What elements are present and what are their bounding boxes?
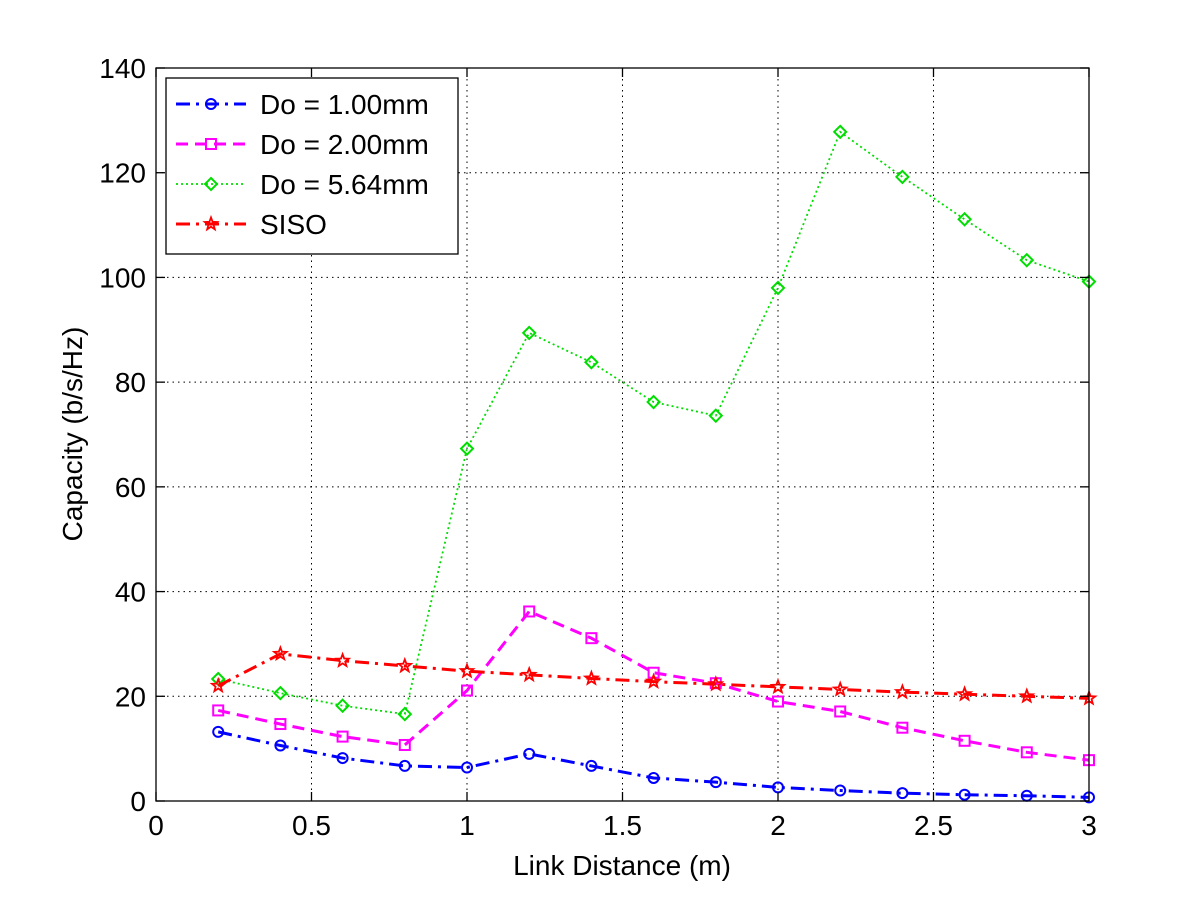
- data-point: [707, 675, 725, 692]
- data-point: [335, 698, 351, 714]
- data-point: [647, 771, 660, 784]
- series-line: [217, 730, 1090, 799]
- data-point: [958, 788, 971, 801]
- y-tick-label: 100: [99, 262, 146, 293]
- legend-label: Do = 5.64mm: [260, 169, 429, 200]
- data-point: [1018, 687, 1036, 704]
- data-point: [461, 684, 473, 697]
- data-point: [274, 718, 287, 731]
- legend-entry: Do = 2.00mm: [176, 129, 429, 160]
- tick-labels: 0 0.5 1 1.5 2 2.5 3 0 20 40 60 80 100 120 140: [99, 53, 1097, 841]
- y-tick-label: 40: [115, 577, 146, 608]
- data-point: [461, 761, 473, 774]
- data-point: [1019, 252, 1035, 268]
- x-tick-label: 1: [459, 810, 475, 841]
- data-point: [398, 759, 411, 772]
- data-point: [523, 605, 536, 618]
- x-tick-label: 2.5: [914, 810, 953, 841]
- data-point: [896, 721, 909, 734]
- data-point: [521, 325, 537, 341]
- data-point: [955, 685, 974, 702]
- data-point: [523, 747, 536, 760]
- data-point: [894, 169, 910, 185]
- y-tick-label: 0: [130, 786, 146, 817]
- x-tick-label: 1.5: [603, 810, 642, 841]
- y-tick-label: 80: [115, 367, 146, 398]
- data-point: [770, 280, 786, 296]
- legend-entry: Do = 1.00mm: [176, 89, 429, 120]
- data-point: [272, 685, 288, 701]
- data-point: [396, 656, 414, 674]
- axis-ticks: [155, 67, 1090, 802]
- data-point: [709, 776, 722, 789]
- data-point: [212, 704, 225, 717]
- data-point: [205, 138, 217, 150]
- series-line: [218, 130, 1090, 716]
- legend-label: Do = 1.00mm: [260, 89, 429, 120]
- data-point: [398, 738, 411, 751]
- data-point: [212, 725, 225, 738]
- legend-entry: SISO: [176, 209, 327, 240]
- data-point: [834, 705, 847, 718]
- series-1: [212, 725, 1095, 804]
- data-point: [769, 677, 787, 695]
- series-3: [210, 124, 1097, 722]
- legend-label: SISO: [260, 209, 327, 240]
- legend-label: Do = 2.00mm: [260, 129, 429, 160]
- data-point: [896, 787, 909, 800]
- y-axis-label: Capacity (b/s/Hz): [57, 327, 88, 542]
- data-point: [274, 739, 287, 752]
- data-point: [458, 662, 476, 679]
- y-tick-label: 120: [99, 158, 146, 189]
- data-point: [832, 124, 848, 140]
- x-tick-label: 0.5: [292, 810, 331, 841]
- series-2: [212, 605, 1095, 767]
- x-tick-label: 3: [1081, 810, 1097, 841]
- data-point: [647, 666, 660, 679]
- data-point: [831, 680, 849, 697]
- data-point: [202, 214, 220, 232]
- legend-entry: Do = 5.64mm: [176, 169, 429, 200]
- data-point: [520, 665, 538, 683]
- data-point: [333, 651, 352, 668]
- x-tick-label: 0: [148, 810, 164, 841]
- data-point: [336, 752, 349, 765]
- legend: Do = 1.00mm Do = 2.00mm Do = 5.64mm SISO: [165, 77, 459, 255]
- data-point: [585, 632, 598, 645]
- data-point: [957, 211, 973, 227]
- data-point: [958, 734, 971, 747]
- data-point: [271, 644, 290, 662]
- data-point: [209, 676, 227, 694]
- x-tick-label: 2: [770, 810, 786, 841]
- series-line: [217, 652, 1090, 700]
- data-point: [582, 669, 601, 686]
- data-point: [1020, 746, 1033, 759]
- y-tick-label: 20: [115, 681, 146, 712]
- data-point: [772, 695, 784, 708]
- data-point: [585, 759, 598, 772]
- data-point: [893, 683, 912, 700]
- y-tick-label: 140: [99, 53, 146, 84]
- data-point: [646, 394, 662, 410]
- data-point: [397, 706, 413, 722]
- y-tick-label: 60: [115, 472, 146, 503]
- data-point: [459, 441, 475, 457]
- data-point: [708, 408, 724, 424]
- data-point: [644, 672, 663, 689]
- data-point: [203, 176, 219, 192]
- data-point: [336, 730, 349, 743]
- series-line: [217, 609, 1090, 762]
- data-point: [205, 98, 217, 110]
- x-axis-label: Link Distance (m): [513, 850, 731, 881]
- data-point: [834, 784, 847, 797]
- data-point: [583, 354, 599, 370]
